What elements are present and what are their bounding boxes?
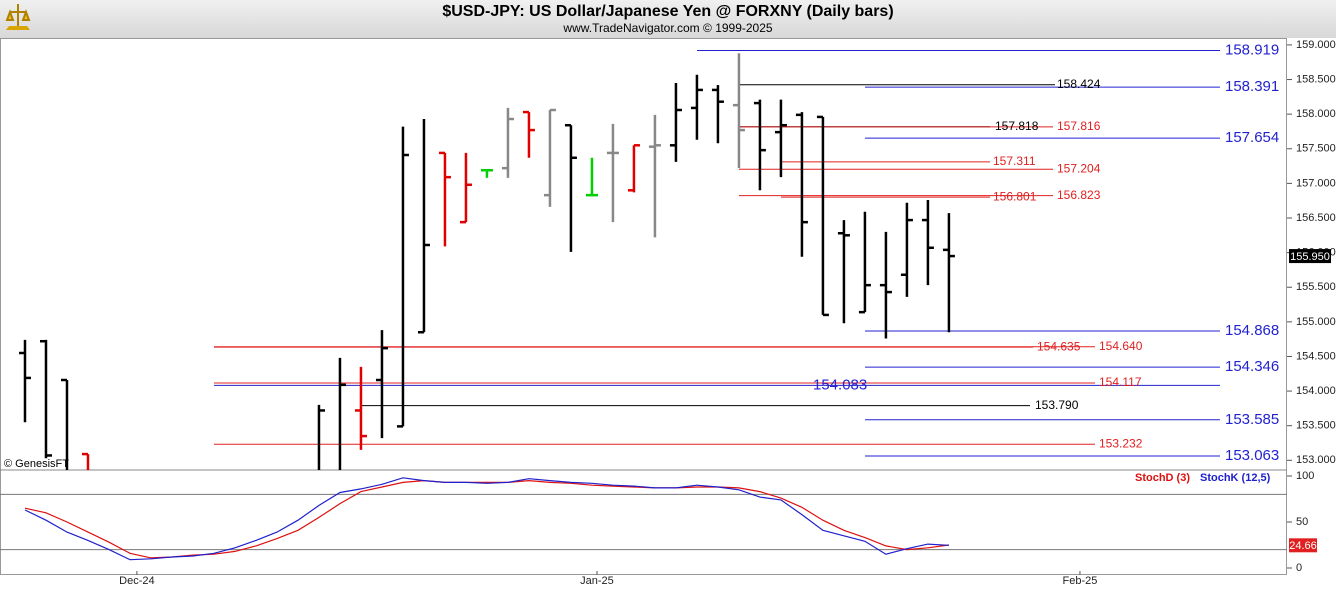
level-label: 153.585 <box>1225 411 1279 428</box>
level-label: 158.919 <box>1225 41 1279 58</box>
level-label: 154.868 <box>1225 322 1279 339</box>
y-tick-label: 154.500 <box>1296 350 1336 362</box>
level-label: 157.654 <box>1225 129 1279 146</box>
y-tick-label: 158.000 <box>1296 108 1336 120</box>
last-price-marker <box>1289 249 1331 264</box>
y-tick-label: 153.000 <box>1296 454 1336 466</box>
level-label: 154.117 <box>1099 375 1142 389</box>
y-tick-label: 158.500 <box>1296 73 1336 85</box>
axes: 153.000 153.500 154.000 154.500 155.000 155.5… <box>119 39 1336 587</box>
level-label: 157.816 <box>1057 119 1101 133</box>
level-label: 153.063 <box>1225 447 1279 464</box>
y-tick-label: 157.000 <box>1296 177 1336 189</box>
header-bar <box>0 0 1336 38</box>
y-tick-label: 0 <box>1296 562 1302 574</box>
watermark: © GenesisFT <box>4 458 69 470</box>
stoch-line <box>24 477 949 561</box>
y-tick-label: 155.000 <box>1296 316 1336 328</box>
y-tick-label: 153.500 <box>1296 420 1336 432</box>
last-value-label: 24.66 <box>1289 540 1317 552</box>
x-tick-label: Jan-25 <box>580 575 614 587</box>
chart-subtitle: www.TradeNavigator.com © 1999-2025 <box>562 21 772 35</box>
level-label: 157.311 <box>993 154 1036 168</box>
x-tick-label: Dec-24 <box>119 575 154 587</box>
y-tick-label: 159.000 <box>1296 39 1336 51</box>
level-label: 156.801 <box>993 189 1037 203</box>
y-tick-label: 154.000 <box>1296 385 1336 397</box>
level-label: 154.635 <box>1037 339 1081 353</box>
chart-title: $USD-JPY: US Dollar/Japanese Yen @ FORXN… <box>442 3 893 20</box>
level-label: 158.424 <box>1057 77 1101 91</box>
level-label: 154.083 <box>813 376 867 393</box>
last-price-label: 155.950 <box>1290 251 1330 263</box>
level-label: 154.640 <box>1099 339 1143 353</box>
y-tick-label: 157.500 <box>1296 143 1336 155</box>
y-tick-label: 50 <box>1296 516 1308 528</box>
stoch-line <box>24 479 949 559</box>
stoch-panel <box>0 477 1287 561</box>
legend-entry: StochK (12,5) <box>1200 472 1271 484</box>
last-value-marker <box>1289 538 1317 553</box>
x-tick-label: Feb-25 <box>1063 575 1098 587</box>
legend-entry: StochD (3) <box>1135 472 1190 484</box>
level-label: 157.204 <box>1057 161 1101 175</box>
plot-frame <box>0 38 1287 575</box>
y-tick-label: 155.500 <box>1296 281 1336 293</box>
level-label: 154.346 <box>1225 358 1279 375</box>
level-label: 153.232 <box>1099 436 1143 450</box>
logo <box>5 4 31 30</box>
level-label: 157.818 <box>995 119 1039 133</box>
level-label: 158.391 <box>1225 78 1279 95</box>
price-panel <box>18 50 1220 470</box>
level-label: 153.790 <box>1035 398 1079 412</box>
y-tick-label: 156.500 <box>1296 212 1336 224</box>
y-tick-label: 100 <box>1296 470 1314 482</box>
level-label: 156.823 <box>1057 188 1101 202</box>
